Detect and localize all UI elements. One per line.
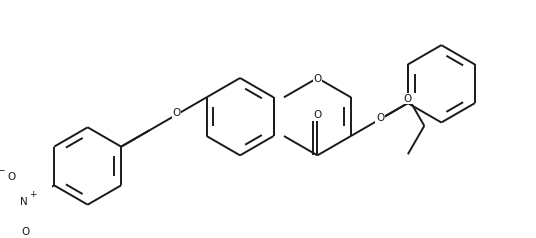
Text: O: O	[21, 227, 30, 237]
Text: O: O	[173, 108, 181, 118]
Text: O: O	[404, 94, 412, 104]
Text: +: +	[28, 190, 36, 199]
Text: O: O	[314, 109, 322, 119]
Text: O: O	[7, 172, 16, 182]
Text: N: N	[20, 197, 28, 207]
Text: O: O	[314, 74, 322, 84]
Text: −: −	[0, 166, 6, 176]
Text: O: O	[376, 113, 384, 123]
